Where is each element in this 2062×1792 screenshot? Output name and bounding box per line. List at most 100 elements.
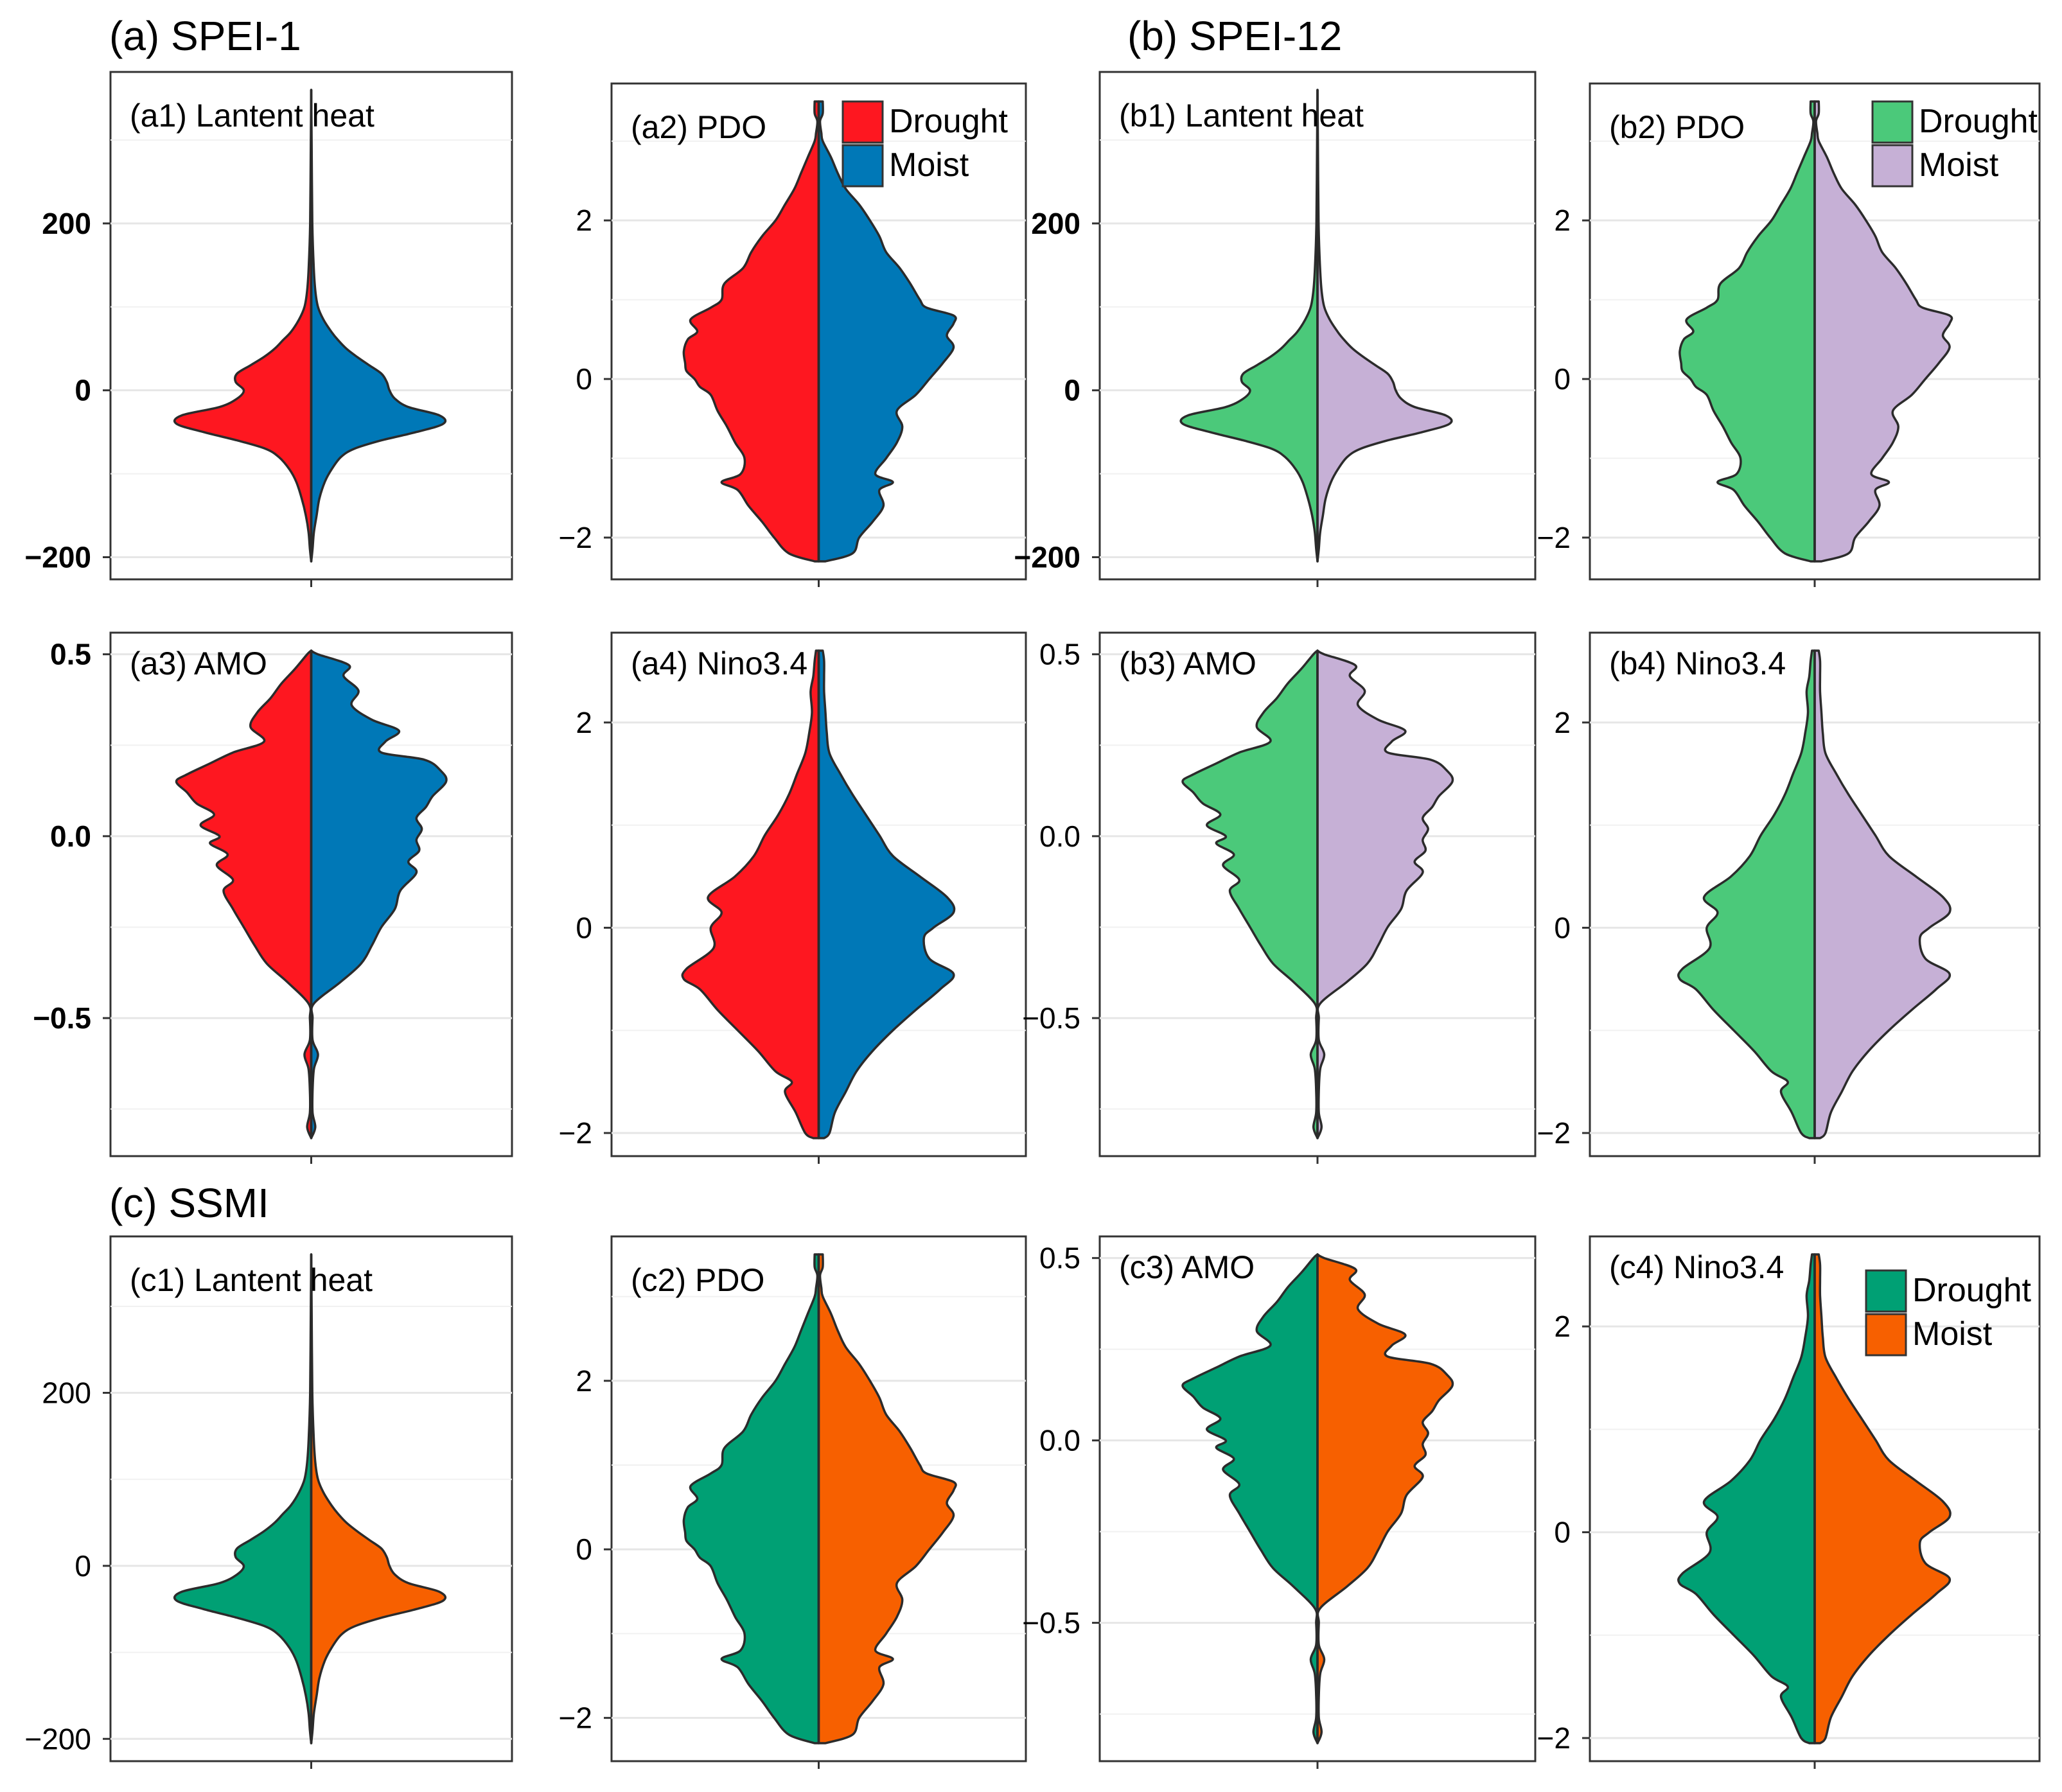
- violin-half-moist: [310, 1253, 447, 1744]
- violin-half-drought: [1677, 1253, 1816, 1744]
- violin-half-drought: [175, 649, 313, 1139]
- y-tick-label: 2: [576, 204, 592, 237]
- panel-title: (c1) Lantent heat: [130, 1262, 373, 1298]
- y-tick-label: −200: [24, 1722, 91, 1755]
- violin-half-drought: [1677, 649, 1816, 1139]
- panel-c2: −2 0 2 (c2) PDO: [559, 1235, 1027, 1769]
- y-tick-label: −2: [1537, 1721, 1571, 1755]
- section-title-spei12: (b) SPEI-12: [1127, 13, 1342, 59]
- legend-label-moist: Moist: [889, 146, 969, 184]
- legend-key-moist: [842, 144, 884, 188]
- y-tick-label: −200: [24, 541, 91, 574]
- panel-a4: −2 0 2 (a4) Nino3.4: [559, 631, 1027, 1164]
- violin-half-drought: [173, 89, 313, 563]
- y-tick-label: 0.5: [50, 638, 91, 671]
- panel-title: (c4) Nino3.4: [1609, 1249, 1784, 1285]
- panel-b1: −200 0 200 (b1) Lantent heat: [1014, 71, 1537, 587]
- legend-key-moist: [1865, 1313, 1907, 1357]
- y-tick-label: 0: [576, 362, 592, 396]
- y-tick-label: 0: [576, 911, 592, 944]
- panel-c3: −0.5 0.0 0.5 (c3) AMO: [1022, 1235, 1537, 1769]
- legend-key-drought: [842, 100, 884, 144]
- y-tick-label: −2: [1537, 1116, 1571, 1150]
- legend-label-drought: Drought: [889, 103, 1009, 140]
- y-tick-label: 2: [1554, 706, 1571, 739]
- violin-half-drought: [1181, 649, 1319, 1139]
- y-tick-label: −200: [1014, 541, 1080, 574]
- y-tick-label: 2: [1554, 204, 1571, 237]
- panel-title: (b1) Lantent heat: [1119, 98, 1364, 134]
- y-tick-label: 0.0: [1039, 1424, 1080, 1457]
- panel-b2: −2 0 2 (b2) PDO: [1537, 82, 2041, 587]
- violin-half-moist: [1813, 1253, 1952, 1744]
- violin-half-drought: [1679, 100, 1816, 563]
- violin-half-drought: [681, 649, 820, 1139]
- y-tick-label: 2: [576, 1364, 592, 1398]
- violin-half-drought: [682, 100, 820, 563]
- y-tick-label: −0.5: [1022, 1001, 1080, 1035]
- y-tick-label: 0.0: [50, 820, 91, 853]
- violin-half-moist: [1316, 89, 1453, 563]
- y-tick-label: −2: [559, 521, 592, 554]
- legend-label-drought: Drought: [1912, 1272, 2032, 1309]
- violin-half-moist: [1316, 1253, 1454, 1744]
- legend-label-moist: Moist: [1912, 1315, 1993, 1353]
- y-tick-label: −0.5: [33, 1001, 91, 1035]
- violin-half-drought: [682, 1253, 820, 1744]
- legend-c4: Drought Moist: [1865, 1269, 2032, 1357]
- legend-key-moist: [1871, 144, 1914, 188]
- section-title-spei1: (a) SPEI-1: [109, 13, 301, 59]
- y-tick-label: 0: [1554, 1516, 1571, 1549]
- violin-half-moist: [817, 649, 956, 1139]
- y-tick-label: 0: [75, 374, 91, 407]
- y-tick-label: −2: [1537, 521, 1571, 554]
- panel-c1: −200 0 200 (c1) Lantent heat: [24, 1235, 513, 1769]
- panel-title: (a3) AMO: [130, 646, 267, 681]
- y-tick-label: 0: [576, 1533, 592, 1566]
- panel-title: (c3) AMO: [1119, 1249, 1255, 1285]
- panel-a3: −0.5 0.0 0.5 (a3) AMO: [33, 631, 513, 1164]
- panel-title: (b3) AMO: [1119, 646, 1256, 681]
- panel-b3: −0.5 0.0 0.5 (b3) AMO: [1022, 631, 1537, 1164]
- violin-half-moist: [817, 1253, 957, 1744]
- violin-half-moist: [310, 89, 447, 563]
- panel-title: (a4) Nino3.4: [631, 646, 807, 681]
- legend-a2: Drought Moist: [842, 100, 1009, 188]
- y-tick-label: 0.5: [1039, 638, 1080, 671]
- violin-half-moist: [817, 100, 957, 563]
- legend-b2: Drought Moist: [1871, 100, 2038, 188]
- y-tick-label: 0: [1064, 374, 1080, 407]
- violin-half-moist: [1813, 100, 1953, 563]
- violin-half-moist: [1813, 649, 1952, 1139]
- y-tick-label: 200: [42, 1376, 91, 1410]
- y-tick-label: 0.5: [1039, 1242, 1080, 1275]
- y-tick-label: −2: [559, 1701, 592, 1735]
- violin-half-moist: [1316, 649, 1454, 1139]
- section-title-ssmi: (c) SSMI: [109, 1180, 269, 1226]
- panel-title: (a2) PDO: [631, 109, 766, 145]
- y-tick-label: −2: [559, 1116, 592, 1150]
- y-tick-label: 0.0: [1039, 820, 1080, 853]
- legend-key-drought: [1865, 1269, 1907, 1313]
- y-tick-label: 200: [1031, 207, 1080, 240]
- violin-half-drought: [173, 1253, 313, 1744]
- panel-c4: −2 0 2 (c4) Nino3.4: [1537, 1235, 2041, 1769]
- y-tick-label: 0: [1554, 911, 1571, 944]
- violin-half-drought: [1179, 89, 1319, 563]
- panel-a2: −2 0 2 (a2) PDO: [559, 82, 1027, 587]
- legend-label-moist: Moist: [1919, 146, 1999, 184]
- violin-half-drought: [1181, 1253, 1319, 1744]
- y-tick-label: −0.5: [1022, 1606, 1080, 1640]
- panel-b4: −2 0 2 (b4) Nino3.4: [1537, 631, 2041, 1164]
- panel-title: (b2) PDO: [1609, 109, 1745, 145]
- violin-half-moist: [310, 649, 448, 1139]
- panel-title: (a1) Lantent heat: [130, 98, 375, 134]
- legend-label-drought: Drought: [1919, 103, 2038, 140]
- y-tick-label: 2: [1554, 1310, 1571, 1343]
- y-tick-label: 0: [1554, 362, 1571, 396]
- y-tick-label: 2: [576, 706, 592, 739]
- y-tick-label: 200: [42, 207, 91, 240]
- legend-key-drought: [1871, 100, 1914, 144]
